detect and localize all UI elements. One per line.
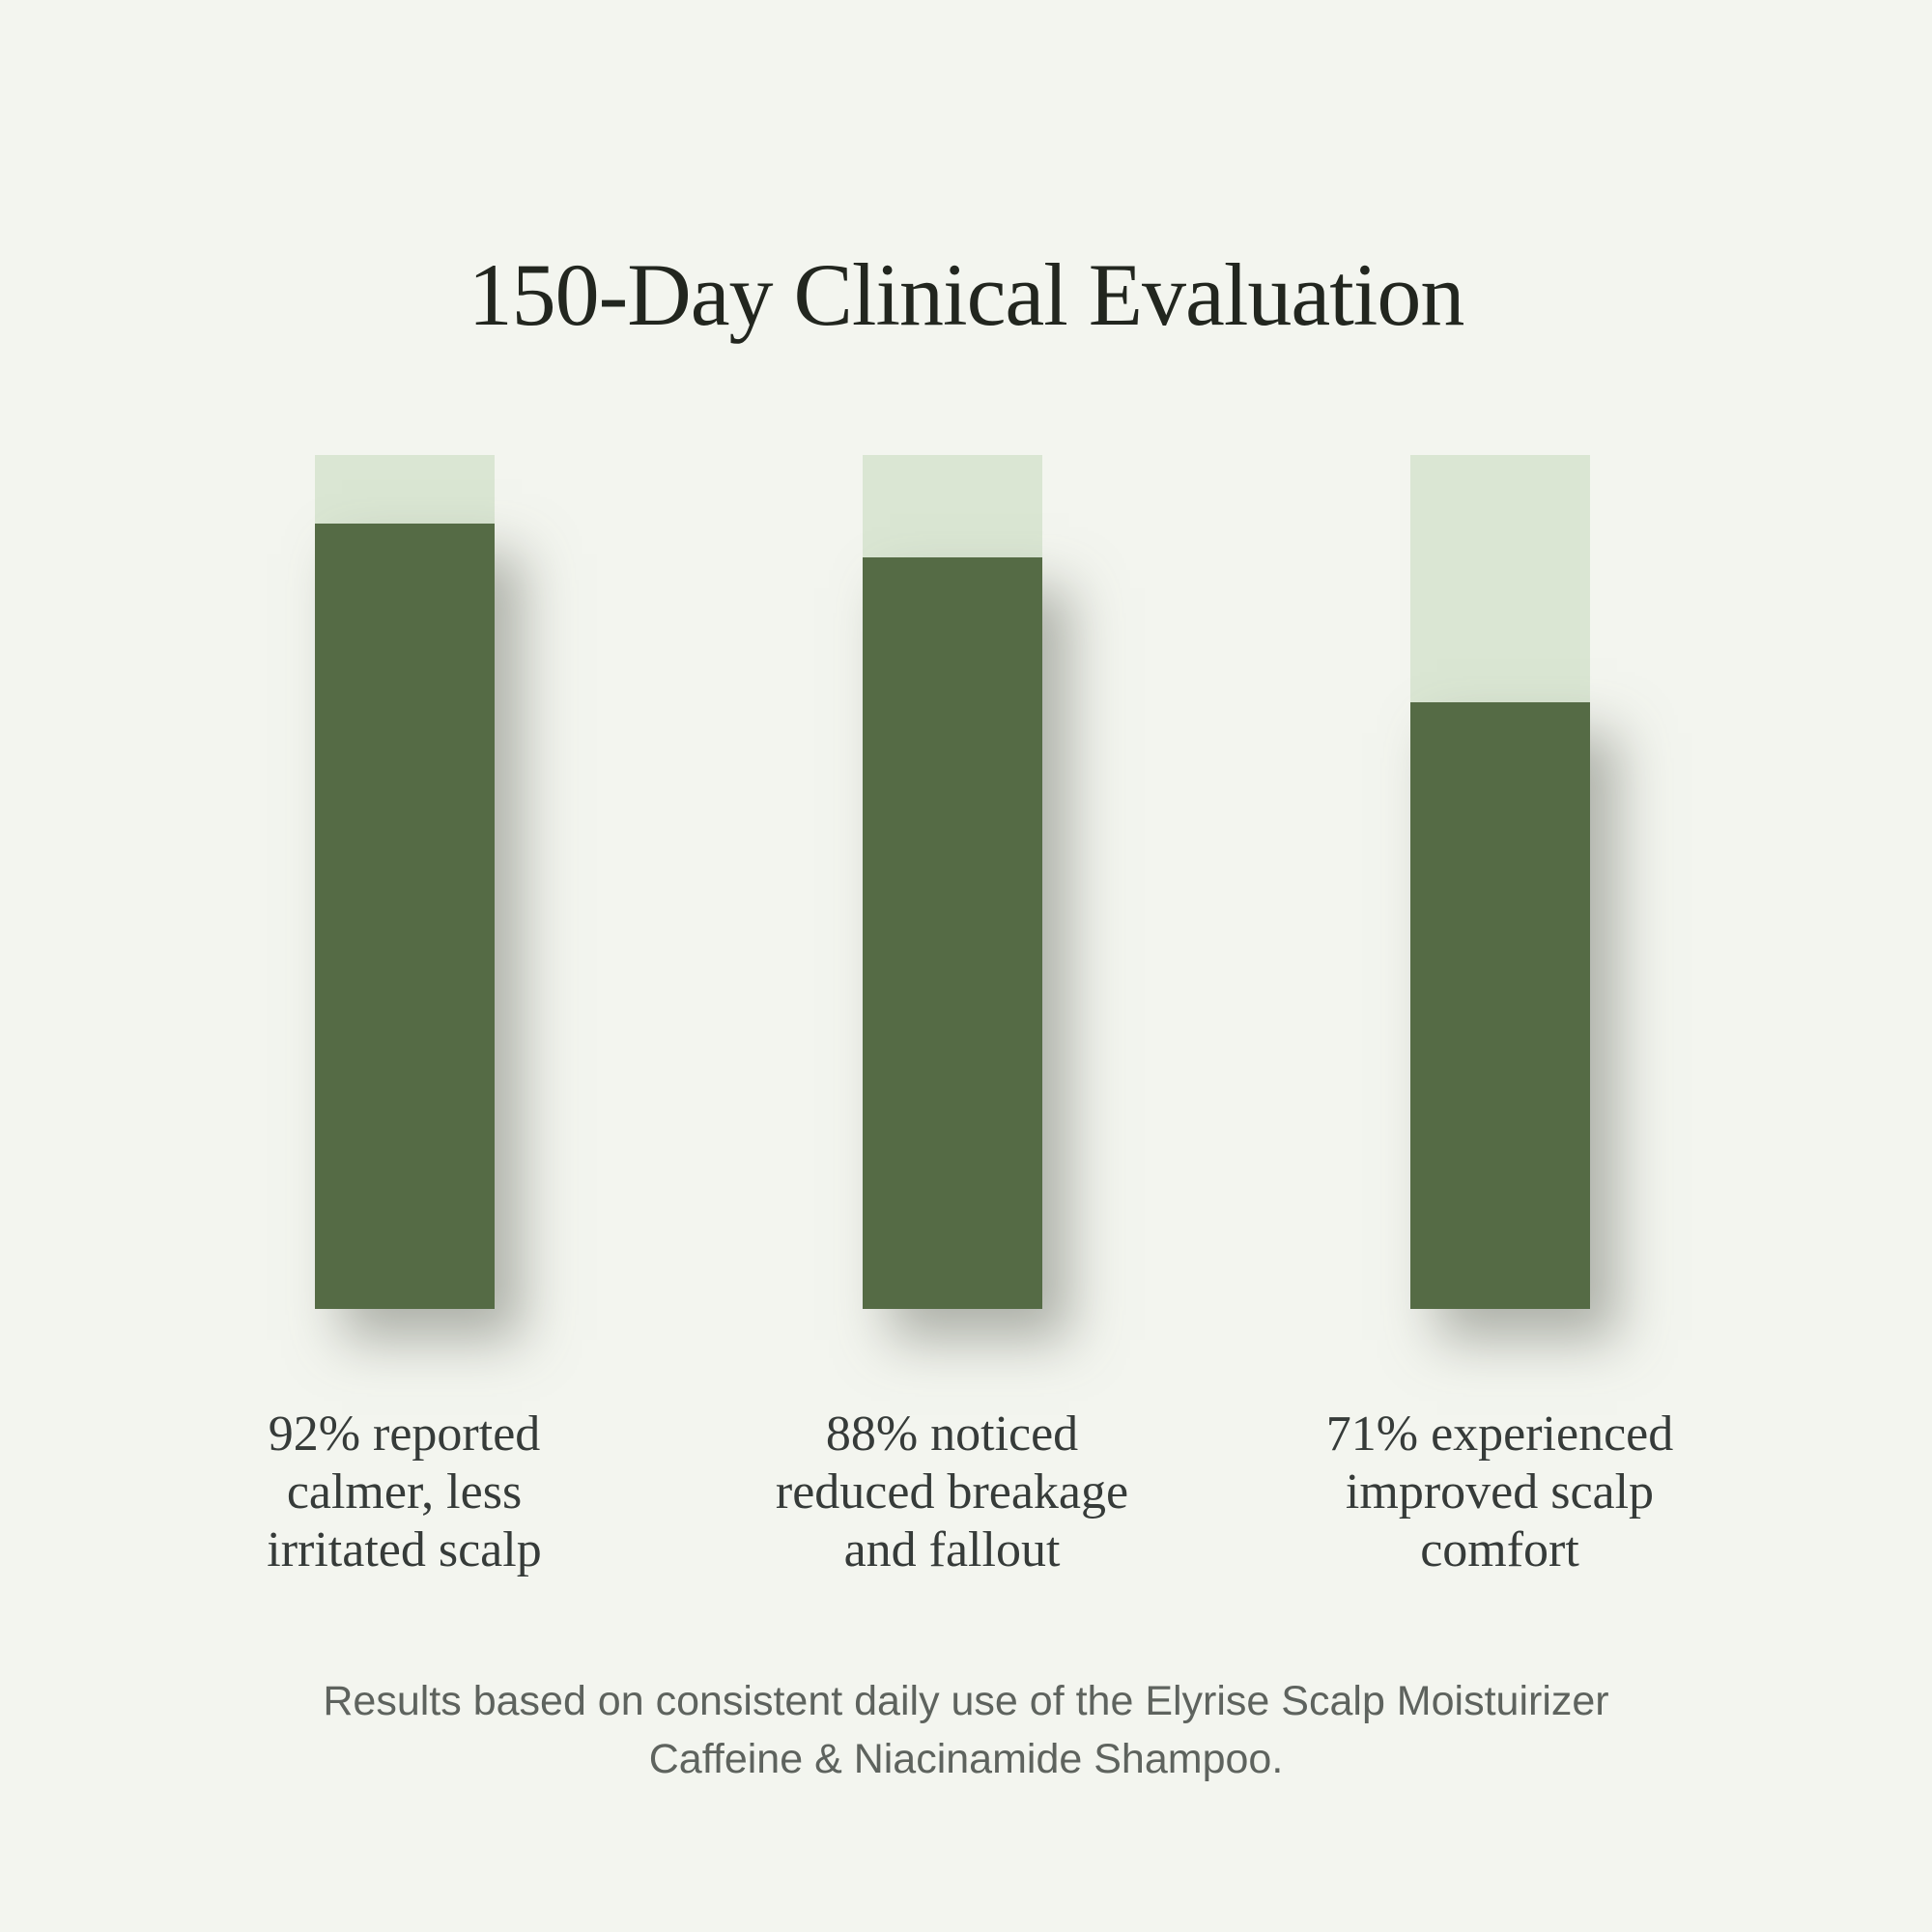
bar-label-line: improved scalp — [1345, 1464, 1655, 1520]
bar-fill — [1409, 702, 1590, 1309]
bar-label-line: 71% experienced — [1325, 1406, 1674, 1462]
bar-column-3: 71% experienced improved scalp comfort — [1226, 455, 1774, 1579]
bar-label: 71% experienced improved scalp comfort — [1278, 1406, 1722, 1579]
footer-note-line-2: Caffeine & Niacinamide Shampoo. — [648, 1736, 1284, 1782]
bar-label: 92% reported calmer, less irritated scal… — [183, 1406, 627, 1579]
footer-note-line-1: Results based on consistent daily use of… — [323, 1678, 1609, 1724]
bar-label-line: calmer, less — [286, 1464, 523, 1520]
bar-label-line: reduced breakage — [775, 1464, 1129, 1520]
bar-label-line: 88% noticed — [825, 1406, 1079, 1462]
bar-track — [1409, 455, 1590, 1309]
bar-label-line: irritated scalp — [267, 1522, 542, 1577]
page-title: 150-Day Clinical Evaluation — [468, 244, 1465, 344]
bar-fill — [314, 523, 495, 1309]
bar-track — [862, 455, 1042, 1309]
bar-label: 88% noticed reduced breakage and fallout — [730, 1406, 1175, 1579]
bar-label-line: and fallout — [843, 1522, 1061, 1577]
bar-column-2: 88% noticed reduced breakage and fallout — [678, 455, 1226, 1579]
bar-chart: 92% reported calmer, less irritated scal… — [130, 455, 1774, 1579]
bar-label-line: comfort — [1420, 1522, 1579, 1577]
footer-note: Results based on consistent daily use of… — [0, 1672, 1932, 1788]
bar-column-1: 92% reported calmer, less irritated scal… — [130, 455, 678, 1579]
bar-fill — [862, 557, 1042, 1309]
bar-track — [314, 455, 495, 1309]
bar-label-line: 92% reported — [268, 1406, 541, 1462]
